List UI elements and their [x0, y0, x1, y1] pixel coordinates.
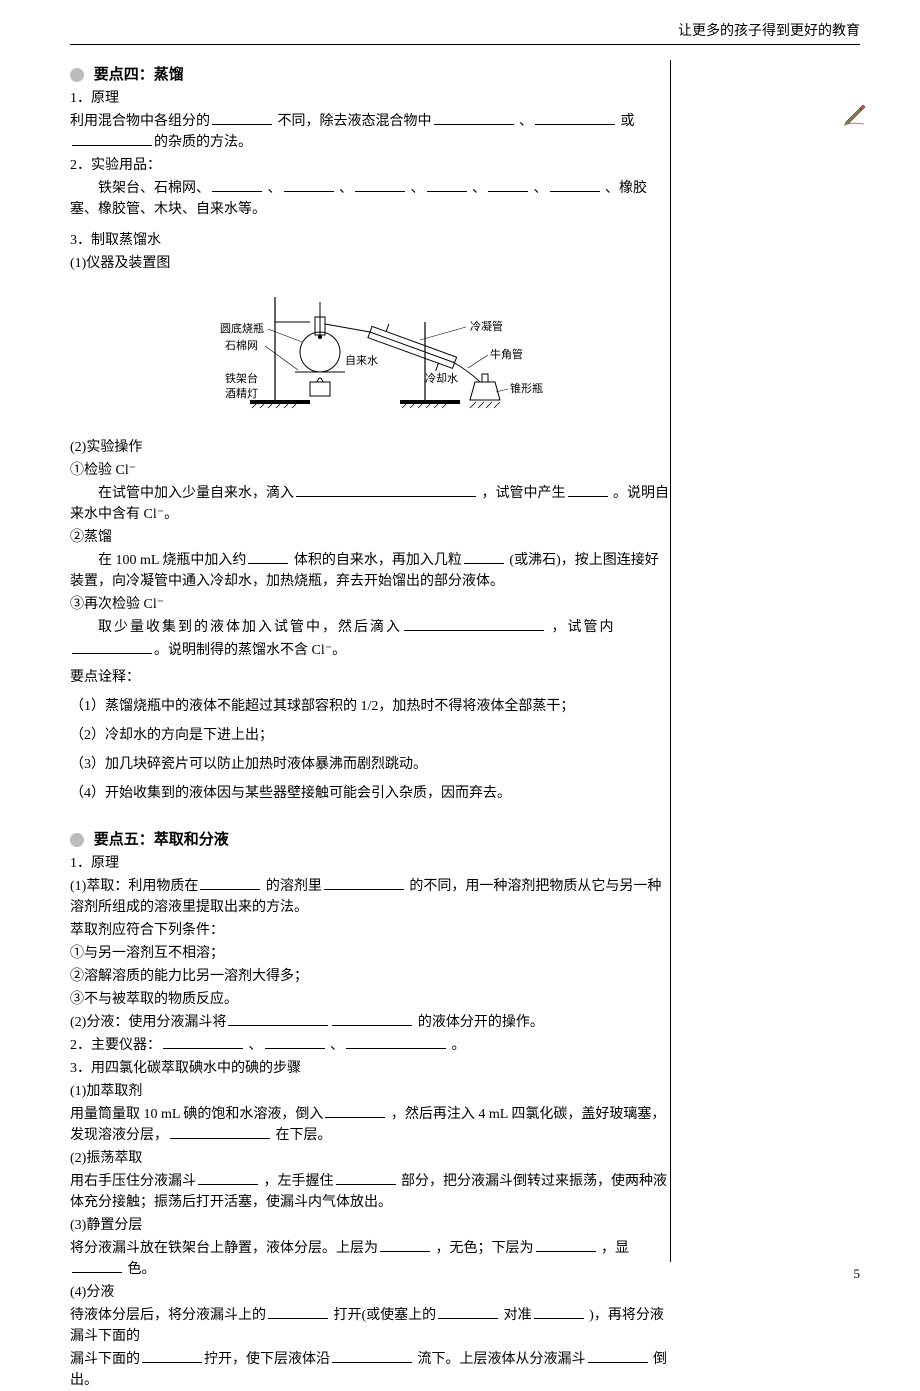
s5-cond2: ②溶解溶质的能力比另一溶剂大得多；: [70, 966, 670, 987]
s5-cond1: ①与另一溶剂互不相溶；: [70, 943, 670, 964]
label-burner: 酒精灯: [225, 387, 258, 400]
s4-ex3: （3）加几块碎瓷片可以防止加热时液体暴沸而剧烈跳动。: [70, 754, 670, 775]
s4-ex1: （1）蒸馏烧瓶中的液体不能超过其球部容积的 1/2，加热时不得将液体全部蒸干；: [70, 696, 670, 717]
s4-op1-label: ①检验 Cl⁻: [70, 460, 670, 481]
page-number: 5: [854, 1266, 861, 1282]
label-flask: 圆底烧瓶: [220, 321, 264, 335]
s5-principle-label: 1．原理: [70, 853, 670, 874]
right-vertical-divider: [670, 60, 671, 1262]
s4-principle-label: 1．原理: [70, 88, 670, 109]
label-cond: 冷凝管: [470, 319, 503, 333]
s4-op2-label: ②蒸馏: [70, 527, 670, 548]
s5-s2-label: (2)振荡萃取: [70, 1148, 670, 1169]
s5-cond3: ③不与被萃取的物质反应。: [70, 989, 670, 1010]
s5-s1-label: (1)加萃取剂: [70, 1081, 670, 1102]
label-stand: 铁架台: [225, 371, 258, 385]
header-tagline: 让更多的孩子得到更好的教育: [678, 24, 860, 39]
s4-equipment-text: 铁架台、石棉网、 、 、 、 、 、 、橡胶塞、橡胶管、木块、自来水等。: [70, 178, 670, 220]
s5-s4-text: 待液体分层后，将分液漏斗上的 打开(或使塞上的 对准 )，再将分液漏斗下面的 拧…: [70, 1305, 670, 1347]
s5-steps-label: 3．用四氯化碳萃取碘水中的碘的步骤: [70, 1058, 670, 1079]
s4-op1-text: 在试管中加入少量自来水，滴入 ，试管中产生 。说明自来水中含有 Cl⁻。: [70, 483, 670, 525]
s4-equipment-label: 2．实验用品：: [70, 155, 670, 176]
page-header: 让更多的孩子得到更好的教育: [70, 20, 860, 45]
s4-distill-label: 3．制取蒸馏水: [70, 230, 670, 251]
s4-ex4: （4）开始收集到的液体因与某些器壁接触可能会引入杂质，因而弃去。: [70, 783, 670, 804]
s5-extract-text: (1)萃取：利用物质在 的溶剂里 的不同，用一种溶剂把物质从它与另一种溶剂所组成…: [70, 876, 670, 918]
label-cool: 冷却水: [425, 372, 458, 385]
s5-s4-text-2: 漏斗下面的拧开，使下层液体沿 流下。上层液体从分液漏斗 倒出。: [70, 1349, 670, 1391]
s5-cond-label: 萃取剂应符合下列条件：: [70, 920, 670, 941]
label-tap: 自来水: [345, 354, 378, 367]
section5-title: 要点五：萃取和分液: [70, 828, 670, 849]
s4-op3-text: 取少量收集到的液体加入试管中，然后滴入 ，试管内: [70, 617, 670, 638]
distillation-diagram: 圆底烧瓶 石棉网 铁架台 酒精灯 自来水 冷却水 冷凝管 牛角管 锥形瓶: [70, 282, 670, 427]
s5-s4-label: (4)分液: [70, 1282, 670, 1303]
s4-op3-label: ③再次检验 Cl⁻: [70, 594, 670, 615]
label-gauze: 石棉网: [225, 338, 258, 352]
s5-separate-text: (2)分液：使用分液漏斗将 的液体分开的操作。: [70, 1012, 670, 1033]
s4-ex2: （2）冷却水的方向是下进上出；: [70, 725, 670, 746]
section4-title: 要点四：蒸馏: [70, 63, 670, 84]
s4-principle-text: 利用混合物中各组分的 不同，除去液态混合物中 、 或 的杂质的方法。: [70, 111, 670, 153]
s4-op2-text: 在 100 mL 烧瓶中加入约 体积的自来水，再加入几粒 (或沸石)，按上图连接…: [70, 550, 670, 592]
s4-apparatus-label: (1)仪器及装置图: [70, 253, 670, 274]
s5-s1-text: 用量筒量取 10 mL 碘的饱和水溶液，倒入 ，然后再注入 4 mL 四氯化碳，…: [70, 1104, 670, 1146]
main-content: 要点四：蒸馏 1．原理 利用混合物中各组分的 不同，除去液态混合物中 、 或 的…: [70, 63, 670, 1391]
s5-s2-text: 用右手压住分液漏斗 ，左手握住 部分，把分液漏斗倒转过来振荡，使两种液体充分接触…: [70, 1171, 670, 1213]
s5-s3-label: (3)静置分层: [70, 1215, 670, 1236]
bullet-icon: [70, 833, 84, 847]
label-adapter: 牛角管: [490, 347, 523, 361]
s5-s3-text: 将分液漏斗放在铁架台上静置，液体分层。上层为 ，无色；下层为 ，显 色。: [70, 1238, 670, 1280]
pencil-icon: [842, 100, 870, 133]
s4-op3-text-2: 。说明制得的蒸馏水不含 Cl⁻。: [70, 640, 670, 661]
s4-operation-label: (2)实验操作: [70, 437, 670, 458]
bullet-icon: [70, 68, 84, 82]
s4-explain-label: 要点诠释：: [70, 667, 670, 688]
s5-instruments: 2．主要仪器： 、 、 。: [70, 1035, 670, 1056]
label-erlen: 锥形瓶: [510, 381, 543, 395]
